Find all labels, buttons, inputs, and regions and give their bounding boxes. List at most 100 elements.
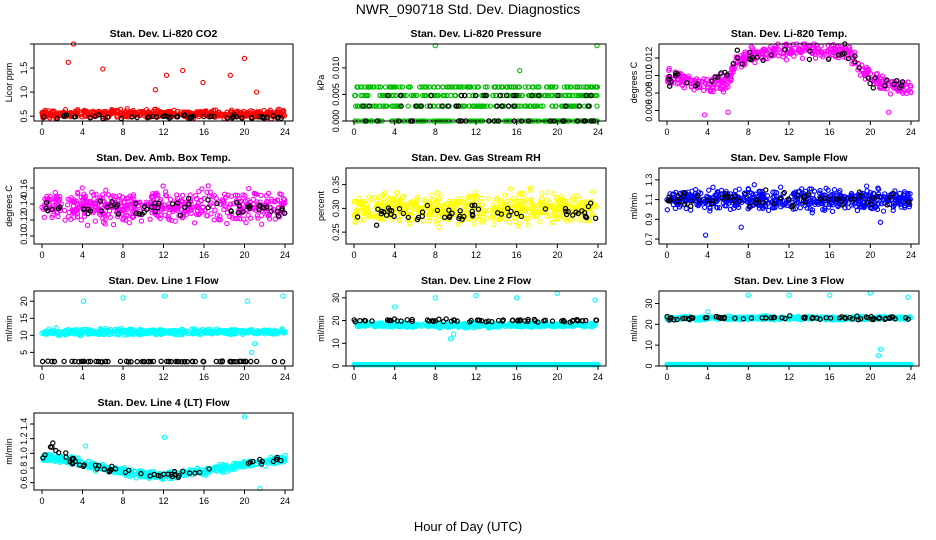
data-point xyxy=(377,84,383,90)
x-tick-label: 12 xyxy=(158,250,168,260)
data-point xyxy=(891,78,897,85)
data-point xyxy=(847,47,853,53)
data-point xyxy=(525,103,531,109)
data-point xyxy=(740,54,746,60)
y-tick-label: 0.010 xyxy=(331,57,341,80)
data-point xyxy=(536,92,542,99)
data-point xyxy=(540,103,546,109)
x-tick-label: 0 xyxy=(351,127,356,137)
x-tick-label: 8 xyxy=(120,127,125,137)
data-point xyxy=(790,41,796,48)
data-point xyxy=(586,103,592,109)
data-point xyxy=(467,84,473,90)
data-point xyxy=(503,92,510,99)
data-point xyxy=(710,88,716,95)
data-point xyxy=(720,89,727,95)
data-point xyxy=(243,219,249,226)
data-point xyxy=(385,92,391,99)
panel-title: Stan. Dev. Li-820 Pressure xyxy=(410,28,541,40)
data-point xyxy=(41,114,47,120)
data-point xyxy=(863,183,870,189)
data-point xyxy=(797,46,804,53)
data-point xyxy=(96,112,102,118)
data-point xyxy=(201,293,207,299)
data-point xyxy=(365,92,371,99)
data-point xyxy=(739,61,745,67)
data-point xyxy=(352,92,358,99)
data-point xyxy=(588,92,594,99)
data-point xyxy=(884,77,890,83)
data-point xyxy=(548,92,554,99)
y-axis-label: degrees C xyxy=(4,185,14,227)
data-point xyxy=(460,84,467,90)
y-tick-label: 1.0 xyxy=(19,86,29,99)
x-tick-label: 24 xyxy=(280,372,290,382)
x-tick-label: 24 xyxy=(280,127,290,137)
data-point xyxy=(104,114,111,120)
data-point xyxy=(445,103,451,109)
panel-title: Stan. Dev. Line 1 Flow xyxy=(108,275,219,287)
panel-title: Stan. Dev. Line 2 Flow xyxy=(421,275,532,287)
data-point xyxy=(352,103,359,109)
data-point xyxy=(366,84,372,90)
data-point xyxy=(403,92,409,99)
data-point xyxy=(200,79,206,86)
data-point xyxy=(707,88,713,95)
data-point xyxy=(852,59,858,65)
data-point xyxy=(271,358,278,365)
panel-3: Stan. Dev. Li-820 Temp.degrees C0 4 8 12 16 2… xyxy=(629,28,920,137)
data-point xyxy=(863,69,869,75)
data-point xyxy=(366,103,373,109)
data-point xyxy=(574,84,580,90)
data-point xyxy=(908,89,914,95)
data-point xyxy=(710,184,716,190)
data-point xyxy=(248,349,255,356)
data-point xyxy=(417,84,423,90)
data-point xyxy=(191,220,198,226)
data-point xyxy=(40,115,46,121)
data-point xyxy=(807,48,813,54)
x-tick-label: 4 xyxy=(80,127,85,137)
y-tick-label: 0.008 xyxy=(644,82,654,105)
data-point xyxy=(491,221,497,228)
data-point xyxy=(717,85,723,91)
data-point xyxy=(529,84,535,90)
data-point xyxy=(702,232,709,238)
data-point xyxy=(496,84,502,90)
plot-frame xyxy=(345,43,607,122)
x-tick-label: 16 xyxy=(825,127,835,137)
data-point xyxy=(583,84,589,90)
data-point xyxy=(534,103,541,109)
data-point xyxy=(371,103,377,109)
data-point xyxy=(413,103,419,109)
data-point xyxy=(672,205,679,212)
data-point xyxy=(450,331,457,337)
data-point xyxy=(136,110,142,116)
data-point xyxy=(799,55,806,61)
panel-title: Stan. Dev. Li-820 CO2 xyxy=(110,28,218,40)
y-axis-label: percent xyxy=(316,190,326,221)
data-point xyxy=(782,46,788,53)
data-point xyxy=(725,109,731,115)
data-point xyxy=(435,92,441,99)
data-point xyxy=(252,110,258,117)
data-point xyxy=(163,72,170,78)
x-tick-label: 4 xyxy=(705,250,710,260)
data-point xyxy=(519,92,525,99)
data-point xyxy=(882,83,888,89)
data-point xyxy=(783,57,790,63)
data-point xyxy=(461,103,467,109)
data-point xyxy=(492,84,499,90)
data-point xyxy=(893,78,900,84)
data-point xyxy=(208,113,214,119)
x-tick-label: 24 xyxy=(593,127,603,137)
data-point xyxy=(506,219,513,225)
data-point xyxy=(391,92,397,99)
data-point xyxy=(248,215,254,221)
data-point xyxy=(684,80,690,86)
data-point xyxy=(448,92,454,99)
data-point xyxy=(358,103,364,109)
data-point xyxy=(407,84,413,90)
x-tick-label: 4 xyxy=(392,127,397,137)
